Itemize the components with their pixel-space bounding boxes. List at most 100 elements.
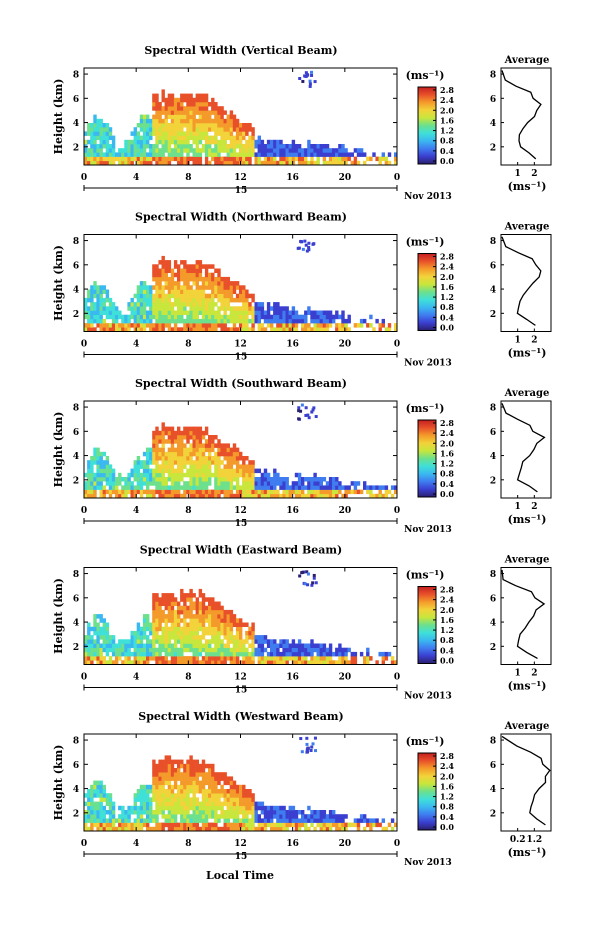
heatmap-cell (102, 489, 106, 495)
heatmap-cell (186, 639, 190, 644)
heatmap-cell (306, 413, 310, 417)
heatmap-cell (232, 647, 237, 653)
heatmap-cell (183, 614, 187, 619)
heatmap-cell (93, 784, 97, 790)
heatmap-cell (204, 310, 209, 315)
heatmap-cell (214, 814, 218, 819)
heatmap-cell (142, 801, 147, 807)
heatmap-cell (99, 784, 103, 790)
heatmap-cell (322, 651, 327, 657)
heatmap-cell (142, 468, 147, 474)
heatmap-cell (170, 797, 175, 802)
heatmap-cell (183, 810, 187, 815)
heatmap-cell (242, 810, 246, 815)
heatmap-cell (195, 93, 199, 99)
heatmap-cell (192, 635, 196, 640)
heatmap-cell (183, 601, 187, 606)
heatmap-cell (328, 489, 333, 495)
heatmap-cell (186, 597, 190, 602)
heatmap-cell (90, 310, 94, 315)
heatmap-cell (242, 814, 246, 819)
heatmap-cell (195, 622, 199, 627)
heatmap-cell (195, 460, 199, 465)
heatmap-cell (229, 318, 234, 324)
heatmap-cell (177, 776, 181, 781)
heatmap-cell (251, 493, 255, 499)
heatmap-cell (198, 443, 203, 448)
heatmap-cell (211, 272, 215, 278)
heatmap-cell (325, 314, 330, 320)
heatmap-cell (161, 443, 165, 448)
heatmap-cell (204, 605, 209, 611)
heatmap-cell (142, 651, 147, 657)
heatmap-cell (164, 123, 168, 128)
heatmap-cell (173, 106, 178, 111)
heatmap-cell (180, 268, 184, 273)
heatmap-cell (195, 772, 199, 777)
heatmap-cell (96, 477, 100, 482)
heatmap-cell (214, 618, 218, 623)
heatmap-cell (341, 318, 345, 324)
heatmap-cell (146, 323, 150, 328)
heatmap-cell (304, 406, 308, 410)
heatmap-cell (105, 456, 110, 461)
heatmap-cell (177, 618, 181, 623)
heatmap-cell (102, 127, 106, 132)
heatmap-cell (115, 651, 119, 657)
heatmap-cell (105, 472, 110, 478)
heatmap-cell (220, 297, 224, 303)
heatmap-cell (366, 485, 370, 490)
heatmap-cell (189, 310, 193, 315)
heatmap-cell (198, 460, 203, 465)
heatmap-cell (204, 318, 209, 324)
heatmap-cell (139, 647, 144, 653)
heatmap-cell (84, 801, 88, 807)
heatmap-cell (136, 306, 141, 311)
heatmap-cell (192, 460, 196, 465)
heatmap-cell (195, 302, 199, 307)
heatmap-cell (84, 144, 88, 149)
heatmap-cell (142, 318, 147, 324)
heatmap-cell (111, 810, 116, 815)
heatmap-cell (170, 605, 175, 611)
heatmap-cell (189, 468, 193, 474)
heatmap-cell (133, 630, 137, 636)
heatmap-cell (161, 763, 165, 769)
heatmap-cell (164, 614, 168, 619)
heatmap-cell (195, 826, 199, 832)
heatmap-cell (180, 260, 184, 265)
heatmap-cell (381, 826, 385, 832)
heatmap-cell (170, 597, 175, 602)
heatmap-cell (266, 306, 271, 311)
heatmap-cell (279, 477, 283, 482)
heatmap-cell (136, 643, 141, 648)
heatmap-cell (235, 651, 240, 657)
heatmap-cell (155, 97, 159, 103)
heatmap-cell (204, 293, 209, 299)
heatmap-cell (177, 447, 181, 453)
heatmap-cell (139, 135, 144, 141)
heatmap-cell (319, 318, 323, 324)
heatmap-cell (96, 822, 100, 828)
y-axis-label: Height (km) (52, 245, 65, 321)
heatmap-cell (164, 156, 168, 162)
heatmap-cell (167, 264, 172, 269)
x-tick-label: 0 (81, 340, 87, 350)
heatmap-cell (242, 789, 246, 794)
heatmap-cell (239, 123, 243, 128)
heatmap-cell (96, 826, 100, 832)
heatmap-cell (242, 643, 246, 648)
heatmap-cell (301, 570, 305, 574)
heatmap-cell (96, 318, 100, 324)
heatmap-cell (260, 302, 265, 307)
heatmap-cell (384, 489, 389, 495)
heatmap-cell (239, 630, 243, 636)
heatmap-cell (177, 110, 181, 115)
heatmap-cell (152, 118, 156, 124)
heatmap-cell (155, 285, 159, 290)
heatmap-cell (378, 327, 382, 332)
heatmap-cell (263, 822, 268, 828)
heatmap-cell (90, 127, 94, 132)
y-tick-label: 4 (73, 452, 79, 462)
heatmap-cell (223, 643, 227, 648)
